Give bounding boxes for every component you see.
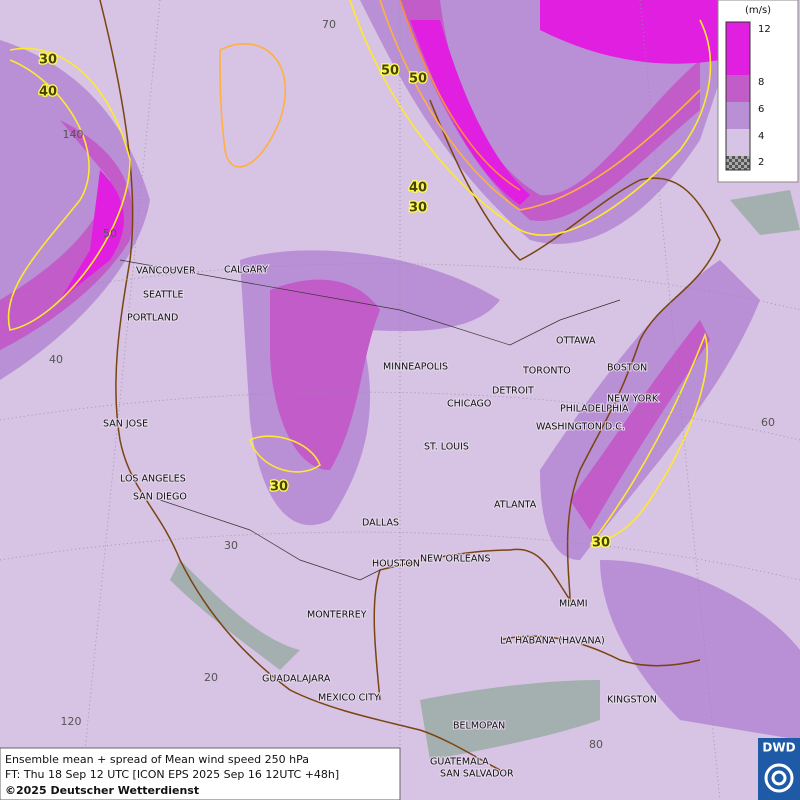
city-label: CHICAGO <box>447 399 491 410</box>
city-label: ATLANTA <box>494 500 537 511</box>
city-label: PHILADELPHIA <box>560 404 629 415</box>
legend-swatch <box>726 22 750 75</box>
legend-swatch <box>726 156 750 170</box>
city-label: NEW ORLEANS <box>420 554 491 565</box>
graticule-label: 60 <box>761 416 775 429</box>
graticule-label: 70 <box>322 18 336 31</box>
graticule-label: 80 <box>589 738 603 751</box>
contour-label: 40 <box>39 85 57 100</box>
city-label: OTTAWA <box>556 336 596 347</box>
city-label: SAN JOSE <box>103 419 148 430</box>
city-label: BOSTON <box>607 363 647 374</box>
city-label: MONTERREY <box>307 610 367 621</box>
city-label: DETROIT <box>492 386 534 397</box>
city-label: MINNEAPOLIS <box>383 362 448 373</box>
city-label: SEATTLE <box>143 290 184 301</box>
city-label: SAN SALVADOR <box>440 769 514 780</box>
graticule-label: 20 <box>204 671 218 684</box>
city-label: SAN DIEGO <box>133 492 187 503</box>
graticule-label: 40 <box>49 353 63 366</box>
contour-label: 30 <box>409 201 427 216</box>
logo-text: DWD <box>762 741 795 755</box>
city-label: MIAMI <box>559 599 588 610</box>
logo: DWD <box>758 738 800 800</box>
wind-shading <box>0 0 800 740</box>
graticule-label: 50 <box>103 227 117 240</box>
legend-swatch <box>726 75 750 102</box>
legend-swatch <box>726 102 750 129</box>
labels: VANCOUVER CALGARY SEATTLE PORTLAND MINNEAPOL… <box>38 18 775 781</box>
legend-swatch <box>726 129 750 156</box>
footer-line: Ensemble mean + spread of Mean wind spee… <box>5 753 309 766</box>
city-label: GUADALAJARA <box>262 674 331 685</box>
contour-label: 30 <box>39 53 57 68</box>
legend-tick-label: 12 <box>758 24 771 35</box>
footer: Ensemble mean + spread of Mean wind spee… <box>0 747 401 800</box>
city-label: PORTLAND <box>127 313 178 324</box>
graticule-label: 120 <box>61 715 82 728</box>
contour-label: 30 <box>270 480 288 495</box>
city-label: WASHINGTON D.C. <box>536 422 625 433</box>
contours <box>7 0 712 546</box>
city-label: GUATEMALA <box>430 757 489 768</box>
city-label: BELMOPAN <box>453 721 505 732</box>
legend-tick-label: 6 <box>758 104 764 115</box>
city-label: LOS ANGELES <box>120 474 186 485</box>
contour-label: 40 <box>409 181 427 196</box>
city-label: TORONTO <box>522 366 571 377</box>
city-label: KINGSTON <box>607 695 657 706</box>
contour-label: 50 <box>409 72 427 87</box>
legend-tick-label: 8 <box>758 77 764 88</box>
terrain <box>170 190 800 760</box>
city-label: ST. LOUIS <box>424 442 469 453</box>
graticule-label: 30 <box>224 539 238 552</box>
city-label: LA HABANA (HAVANA) <box>500 636 605 647</box>
contour-label: 50 <box>381 64 399 79</box>
legend: (m/s) 12 8 6 4 2 <box>717 0 799 183</box>
footer-line: ©2025 Deutscher Wetterdienst <box>5 784 199 797</box>
city-label: CALGARY <box>224 265 268 276</box>
footer-line: FT: Thu 18 Sep 12 UTC [ICON EPS 2025 Sep… <box>5 768 339 781</box>
graticule-label: 140 <box>63 128 84 141</box>
city-label: HOUSTON <box>372 559 420 570</box>
legend-tick-label: 4 <box>758 131 764 142</box>
coastlines <box>99 0 721 771</box>
city-label: MEXICO CITY <box>318 693 380 704</box>
city-label: NEW YORK <box>607 394 659 405</box>
city-label: VANCOUVER <box>136 266 196 277</box>
contour-label: 30 <box>592 536 610 551</box>
city-label: DALLAS <box>362 518 399 529</box>
legend-unit: (m/s) <box>745 5 771 16</box>
legend-tick-label: 2 <box>758 157 764 168</box>
